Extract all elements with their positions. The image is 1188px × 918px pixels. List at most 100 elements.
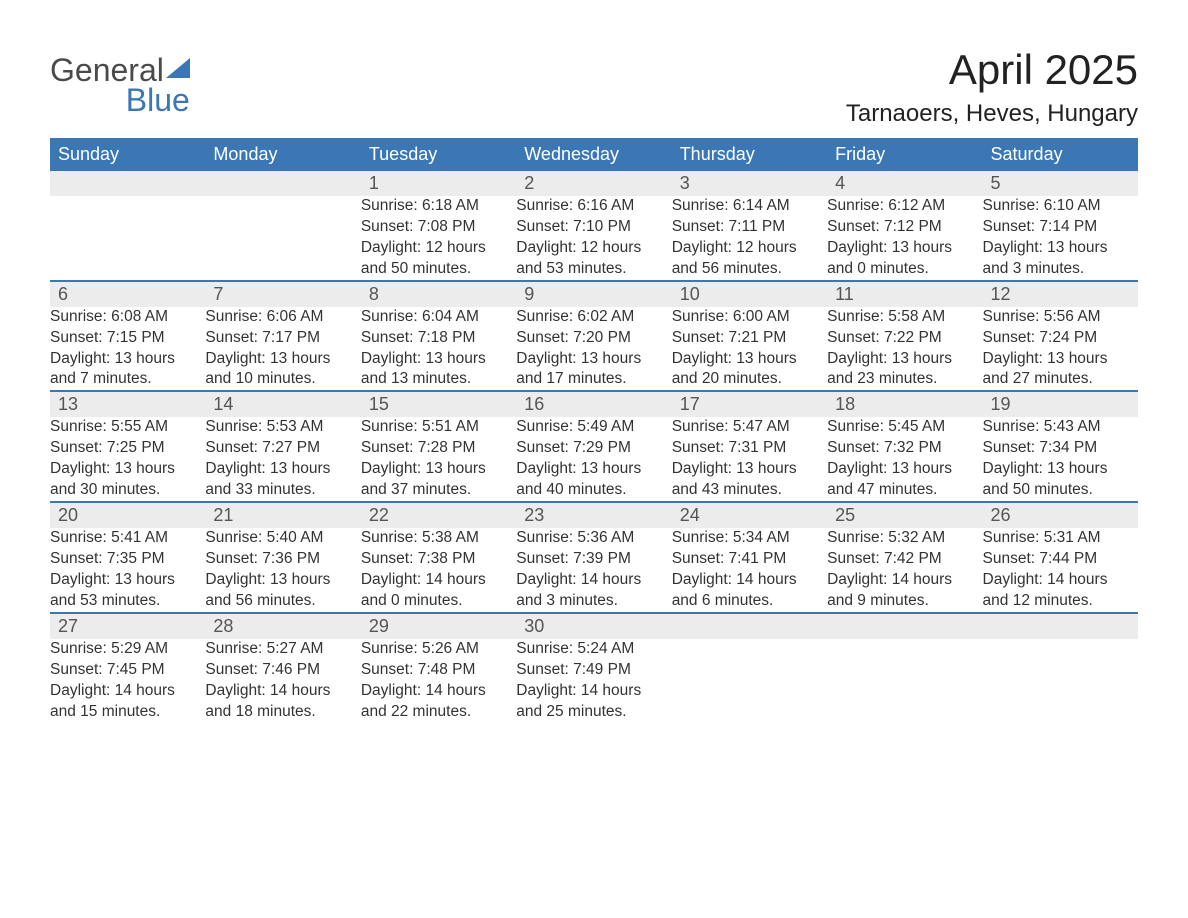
daylight-line2: and 56 minutes. — [205, 591, 360, 612]
sunrise-text: Sunrise: 5:58 AM — [827, 307, 982, 328]
weekday-header: Friday — [827, 138, 982, 171]
day-number-cell: 9 — [516, 281, 671, 307]
daylight-line2: and 53 minutes. — [50, 591, 205, 612]
daylight-line1: Daylight: 14 hours — [827, 570, 982, 591]
day-body-cell: Sunrise: 5:43 AMSunset: 7:34 PMDaylight:… — [983, 417, 1138, 502]
weekday-header: Wednesday — [516, 138, 671, 171]
day-number-cell: 13 — [50, 391, 205, 417]
sunrise-text: Sunrise: 5:41 AM — [50, 528, 205, 549]
sunset-text: Sunset: 7:21 PM — [672, 328, 827, 349]
daylight-line2: and 22 minutes. — [361, 702, 516, 723]
sunset-text: Sunset: 7:10 PM — [516, 217, 671, 238]
daylight-line1: Daylight: 14 hours — [50, 681, 205, 702]
daylight-line2: and 7 minutes. — [50, 369, 205, 390]
daylight-line1: Daylight: 14 hours — [983, 570, 1138, 591]
day-body-cell: Sunrise: 6:06 AMSunset: 7:17 PMDaylight:… — [205, 307, 360, 392]
sunset-text: Sunset: 7:41 PM — [672, 549, 827, 570]
daylight-line2: and 30 minutes. — [50, 480, 205, 501]
day-number-cell: 18 — [827, 391, 982, 417]
day-body-cell: Sunrise: 5:41 AMSunset: 7:35 PMDaylight:… — [50, 528, 205, 613]
daylight-line2: and 12 minutes. — [983, 591, 1138, 612]
day-body-cell: Sunrise: 5:40 AMSunset: 7:36 PMDaylight:… — [205, 528, 360, 613]
daylight-line2: and 50 minutes. — [983, 480, 1138, 501]
daylight-line2: and 43 minutes. — [672, 480, 827, 501]
daylight-line1: Daylight: 13 hours — [827, 459, 982, 480]
day-body-cell: Sunrise: 5:58 AMSunset: 7:22 PMDaylight:… — [827, 307, 982, 392]
day-body-cell: Sunrise: 5:55 AMSunset: 7:25 PMDaylight:… — [50, 417, 205, 502]
day-number-cell: 28 — [205, 613, 360, 639]
daylight-line1: Daylight: 13 hours — [205, 570, 360, 591]
sunset-text: Sunset: 7:17 PM — [205, 328, 360, 349]
day-number-cell — [50, 171, 205, 196]
sunrise-text: Sunrise: 5:45 AM — [827, 417, 982, 438]
logo-triangle-icon — [166, 58, 190, 78]
sunrise-text: Sunrise: 5:26 AM — [361, 639, 516, 660]
sunset-text: Sunset: 7:20 PM — [516, 328, 671, 349]
sunrise-text: Sunrise: 5:38 AM — [361, 528, 516, 549]
daylight-line1: Daylight: 13 hours — [983, 349, 1138, 370]
sunset-text: Sunset: 7:46 PM — [205, 660, 360, 681]
weekday-header: Tuesday — [361, 138, 516, 171]
daylight-line1: Daylight: 13 hours — [983, 459, 1138, 480]
daylight-line2: and 53 minutes. — [516, 259, 671, 280]
sunset-text: Sunset: 7:28 PM — [361, 438, 516, 459]
day-number-cell: 14 — [205, 391, 360, 417]
day-number-cell: 24 — [672, 502, 827, 528]
sunrise-text: Sunrise: 6:18 AM — [361, 196, 516, 217]
daylight-line1: Daylight: 13 hours — [516, 459, 671, 480]
sunrise-text: Sunrise: 6:12 AM — [827, 196, 982, 217]
day-number-cell — [827, 613, 982, 639]
sunrise-text: Sunrise: 6:10 AM — [983, 196, 1138, 217]
day-number-cell: 17 — [672, 391, 827, 417]
day-body-cell — [827, 639, 982, 723]
day-number-cell: 6 — [50, 281, 205, 307]
sunset-text: Sunset: 7:11 PM — [672, 217, 827, 238]
day-body-cell — [50, 196, 205, 281]
sunrise-text: Sunrise: 5:31 AM — [983, 528, 1138, 549]
day-number-cell: 30 — [516, 613, 671, 639]
sunset-text: Sunset: 7:38 PM — [361, 549, 516, 570]
day-body-cell: Sunrise: 5:38 AMSunset: 7:38 PMDaylight:… — [361, 528, 516, 613]
sunset-text: Sunset: 7:25 PM — [50, 438, 205, 459]
weekday-header: Saturday — [983, 138, 1138, 171]
daylight-line2: and 56 minutes. — [672, 259, 827, 280]
day-body-cell: Sunrise: 6:04 AMSunset: 7:18 PMDaylight:… — [361, 307, 516, 392]
daylight-line2: and 25 minutes. — [516, 702, 671, 723]
day-body-cell: Sunrise: 6:08 AMSunset: 7:15 PMDaylight:… — [50, 307, 205, 392]
day-number-cell: 29 — [361, 613, 516, 639]
day-number-cell: 19 — [983, 391, 1138, 417]
weekday-header: Monday — [205, 138, 360, 171]
sunset-text: Sunset: 7:15 PM — [50, 328, 205, 349]
day-number-cell: 26 — [983, 502, 1138, 528]
day-body-cell: Sunrise: 5:27 AMSunset: 7:46 PMDaylight:… — [205, 639, 360, 723]
day-number-cell: 4 — [827, 171, 982, 196]
sunset-text: Sunset: 7:22 PM — [827, 328, 982, 349]
day-body-cell: Sunrise: 5:26 AMSunset: 7:48 PMDaylight:… — [361, 639, 516, 723]
day-number-cell: 7 — [205, 281, 360, 307]
day-number-cell: 11 — [827, 281, 982, 307]
daylight-line2: and 9 minutes. — [827, 591, 982, 612]
location-text: Tarnaoers, Heves, Hungary — [846, 100, 1138, 128]
day-number-cell: 25 — [827, 502, 982, 528]
daylight-line1: Daylight: 14 hours — [361, 570, 516, 591]
day-body-cell: Sunrise: 6:14 AMSunset: 7:11 PMDaylight:… — [672, 196, 827, 281]
daylight-line2: and 15 minutes. — [50, 702, 205, 723]
daylight-line2: and 47 minutes. — [827, 480, 982, 501]
sunset-text: Sunset: 7:32 PM — [827, 438, 982, 459]
day-body-cell: Sunrise: 6:10 AMSunset: 7:14 PMDaylight:… — [983, 196, 1138, 281]
sunset-text: Sunset: 7:08 PM — [361, 217, 516, 238]
daylight-line1: Daylight: 14 hours — [516, 681, 671, 702]
day-number-cell: 8 — [361, 281, 516, 307]
sunrise-text: Sunrise: 5:55 AM — [50, 417, 205, 438]
day-number-cell: 22 — [361, 502, 516, 528]
daylight-line1: Daylight: 13 hours — [50, 459, 205, 480]
sunset-text: Sunset: 7:39 PM — [516, 549, 671, 570]
daylight-line1: Daylight: 13 hours — [205, 349, 360, 370]
weekday-header: Thursday — [672, 138, 827, 171]
daylight-line2: and 17 minutes. — [516, 369, 671, 390]
sunset-text: Sunset: 7:31 PM — [672, 438, 827, 459]
day-body-cell: Sunrise: 6:16 AMSunset: 7:10 PMDaylight:… — [516, 196, 671, 281]
daylight-line2: and 3 minutes. — [983, 259, 1138, 280]
brand-word2: Blue — [102, 84, 190, 116]
day-body-cell: Sunrise: 6:18 AMSunset: 7:08 PMDaylight:… — [361, 196, 516, 281]
